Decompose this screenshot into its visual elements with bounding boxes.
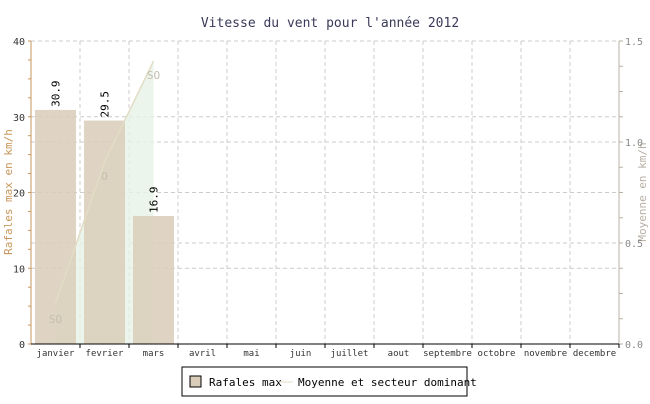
- legend-label-bar: Rafales max: [209, 376, 282, 389]
- x-tick-label: juin: [290, 349, 312, 359]
- y-tick-label: 30: [13, 113, 25, 124]
- x-tick-label: septembre: [423, 349, 472, 359]
- y-tick-label: 40: [13, 37, 25, 48]
- bar-value-label: 30.9: [50, 80, 63, 107]
- x-tick-label: octobre: [478, 349, 516, 359]
- line-label: SO: [147, 69, 160, 82]
- y2-axis-label: Moyenne en km/h: [636, 142, 649, 241]
- line-label: SO: [49, 313, 62, 326]
- y-tick-label: 0: [19, 340, 25, 351]
- bar-mars: [133, 215, 174, 344]
- x-tick-label: juillet: [331, 349, 369, 359]
- y2-tick-label: 0.0: [625, 340, 643, 351]
- y2-tick-label: 1.5: [625, 37, 643, 48]
- y2-tick-label: 0.5: [625, 239, 643, 250]
- x-tick-label: mars: [143, 349, 165, 359]
- line-label: O: [101, 170, 108, 183]
- legend: Rafales max Moyenne et secteur dominant: [181, 366, 477, 397]
- y2-tick-label: 1.0: [625, 138, 643, 149]
- x-tick-label: fevrier: [86, 349, 125, 359]
- x-tick-label: avril: [189, 349, 216, 359]
- y-tick-label: 20: [13, 189, 25, 200]
- y-tick-label: 10: [13, 264, 25, 275]
- x-tick-label: janvier: [37, 349, 76, 359]
- x-tick-label: mai: [243, 349, 259, 359]
- bar-value-label: 29.5: [99, 91, 112, 118]
- legend-swatch-bar: [189, 375, 202, 388]
- x-tick-label: novembre: [524, 349, 567, 359]
- bar-fevrier: [84, 120, 125, 344]
- x-tick-label: aout: [388, 349, 410, 359]
- legend-label-line: Moyenne et secteur dominant: [298, 376, 477, 389]
- bar-janvier: [35, 109, 76, 345]
- y-axis-label: Rafales max en km/h: [2, 129, 15, 255]
- legend-box: [181, 366, 468, 397]
- line-series: [54, 60, 155, 304]
- bar-value-label: 16.9: [148, 186, 161, 213]
- chart-title: Vitesse du vent pour l'année 2012: [201, 16, 459, 31]
- x-tick-label: decembre: [573, 349, 616, 359]
